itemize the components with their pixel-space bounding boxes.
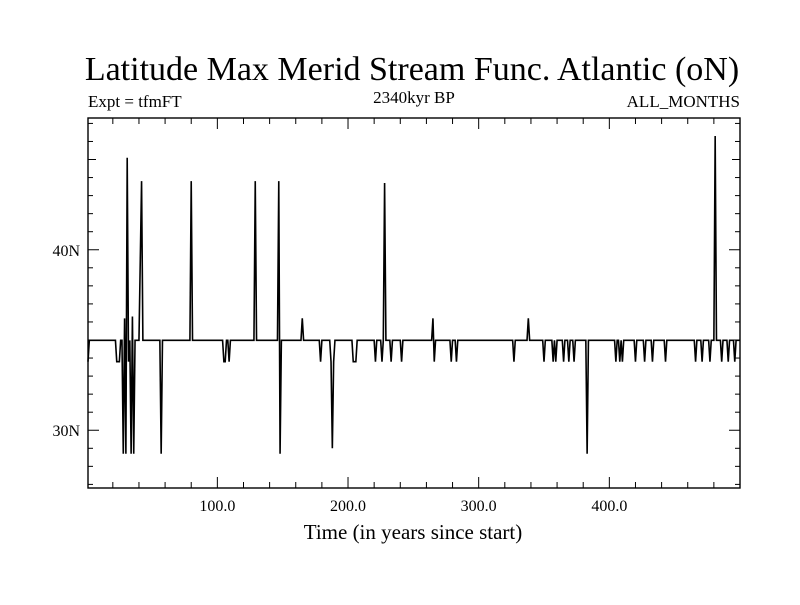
x-tick-label: 400.0 [591,498,627,515]
tick-labels-layer: 100.0 200.0 300.0 400.0 30N 40N [52,243,627,515]
experiment-label: Expt = tfmFT [88,92,182,111]
plot-frame [87,117,741,489]
period-label: 2340kyr BP [373,88,455,107]
x-tick-label: 200.0 [330,498,366,515]
x-tick-label: 100.0 [199,498,235,515]
ticks-layer [88,118,740,488]
x-axis-label: Time (in years since start) [304,520,523,544]
chart-title: Latitude Max Merid Stream Func. Atlantic… [85,51,739,88]
y-tick-label: 30N [52,423,80,440]
months-label: ALL_MONTHS [627,92,740,111]
x-tick-label: 300.0 [461,498,497,515]
y-tick-label: 40N [52,243,80,260]
series-line [87,136,740,454]
